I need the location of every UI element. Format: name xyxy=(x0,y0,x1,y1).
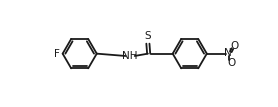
Text: O: O xyxy=(230,41,239,51)
Text: F: F xyxy=(54,49,59,59)
Text: O: O xyxy=(227,58,236,68)
Text: N: N xyxy=(224,48,232,58)
Text: NH: NH xyxy=(121,51,137,61)
Text: S: S xyxy=(145,31,151,41)
